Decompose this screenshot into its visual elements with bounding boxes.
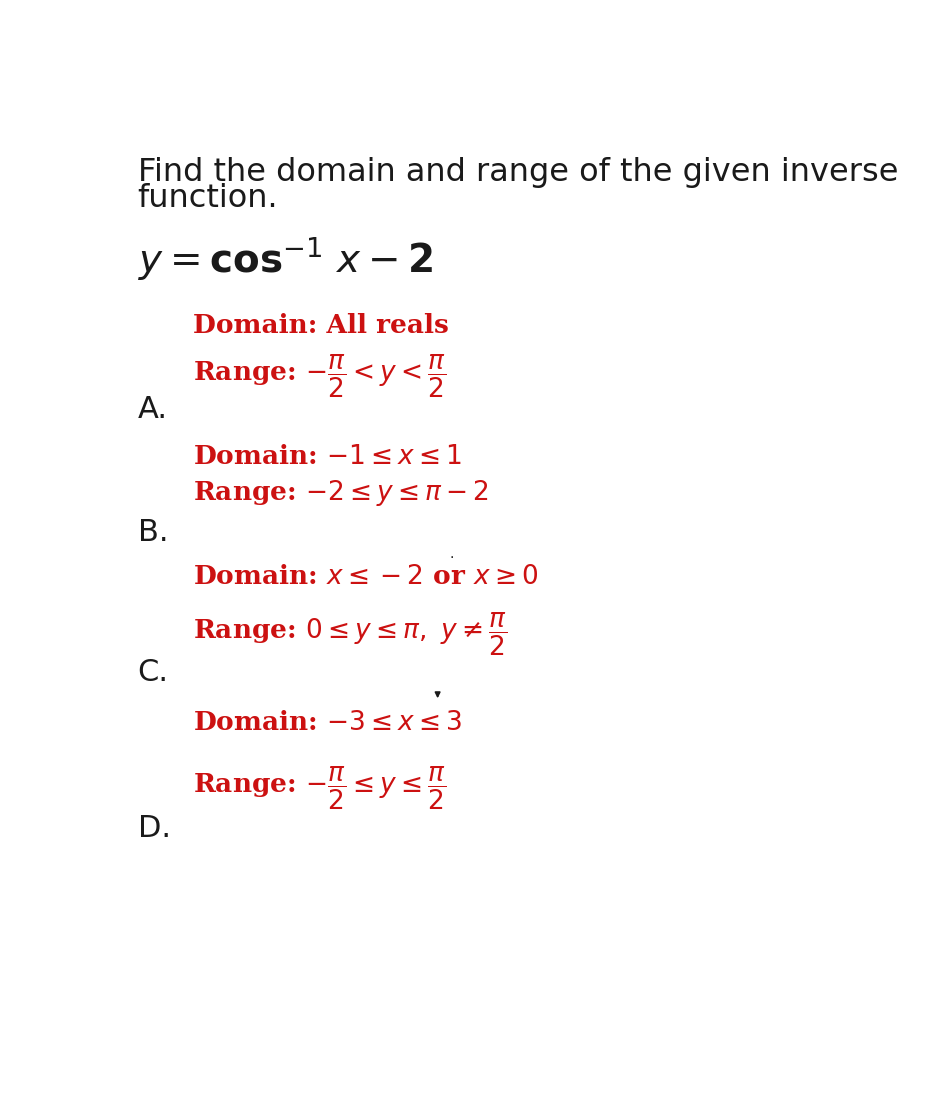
Text: B.: B. xyxy=(137,517,168,547)
Text: Domain: $x \leq -2$ or $x \geq 0$: Domain: $x \leq -2$ or $x \geq 0$ xyxy=(194,564,539,589)
Text: Range: $-2 \leq y \leq \pi - 2$: Range: $-2 \leq y \leq \pi - 2$ xyxy=(194,478,489,507)
Text: Range: $0 \leq y \leq \pi,\ y \neq \dfrac{\pi}{2}$: Range: $0 \leq y \leq \pi,\ y \neq \dfra… xyxy=(194,610,507,657)
Text: $\mathbf{\it{y}} = \mathbf{cos}^{-1}\ \mathbf{\it{x}} - \mathbf{2}$: $\mathbf{\it{y}} = \mathbf{cos}^{-1}\ \m… xyxy=(137,234,433,281)
Text: C.: C. xyxy=(137,659,169,687)
Text: Find the domain and range of the given inverse: Find the domain and range of the given i… xyxy=(137,158,897,188)
Text: function.: function. xyxy=(137,183,278,214)
Text: $\cdot$: $\cdot$ xyxy=(449,549,453,562)
Text: A.: A. xyxy=(137,394,168,423)
Text: D.: D. xyxy=(137,813,171,842)
Text: Domain: $-1 \leq x \leq 1$: Domain: $-1 \leq x \leq 1$ xyxy=(194,444,463,469)
Text: Range: $-\dfrac{\pi}{2} < y < \dfrac{\pi}{2}$: Range: $-\dfrac{\pi}{2} < y < \dfrac{\pi… xyxy=(194,353,447,400)
Text: Domain: $-3 \leq x \leq 3$: Domain: $-3 \leq x \leq 3$ xyxy=(194,710,463,736)
Text: Range: $-\dfrac{\pi}{2} \leq y \leq \dfrac{\pi}{2}$: Range: $-\dfrac{\pi}{2} \leq y \leq \dfr… xyxy=(194,764,447,812)
Text: Domain: All reals: Domain: All reals xyxy=(194,312,449,338)
